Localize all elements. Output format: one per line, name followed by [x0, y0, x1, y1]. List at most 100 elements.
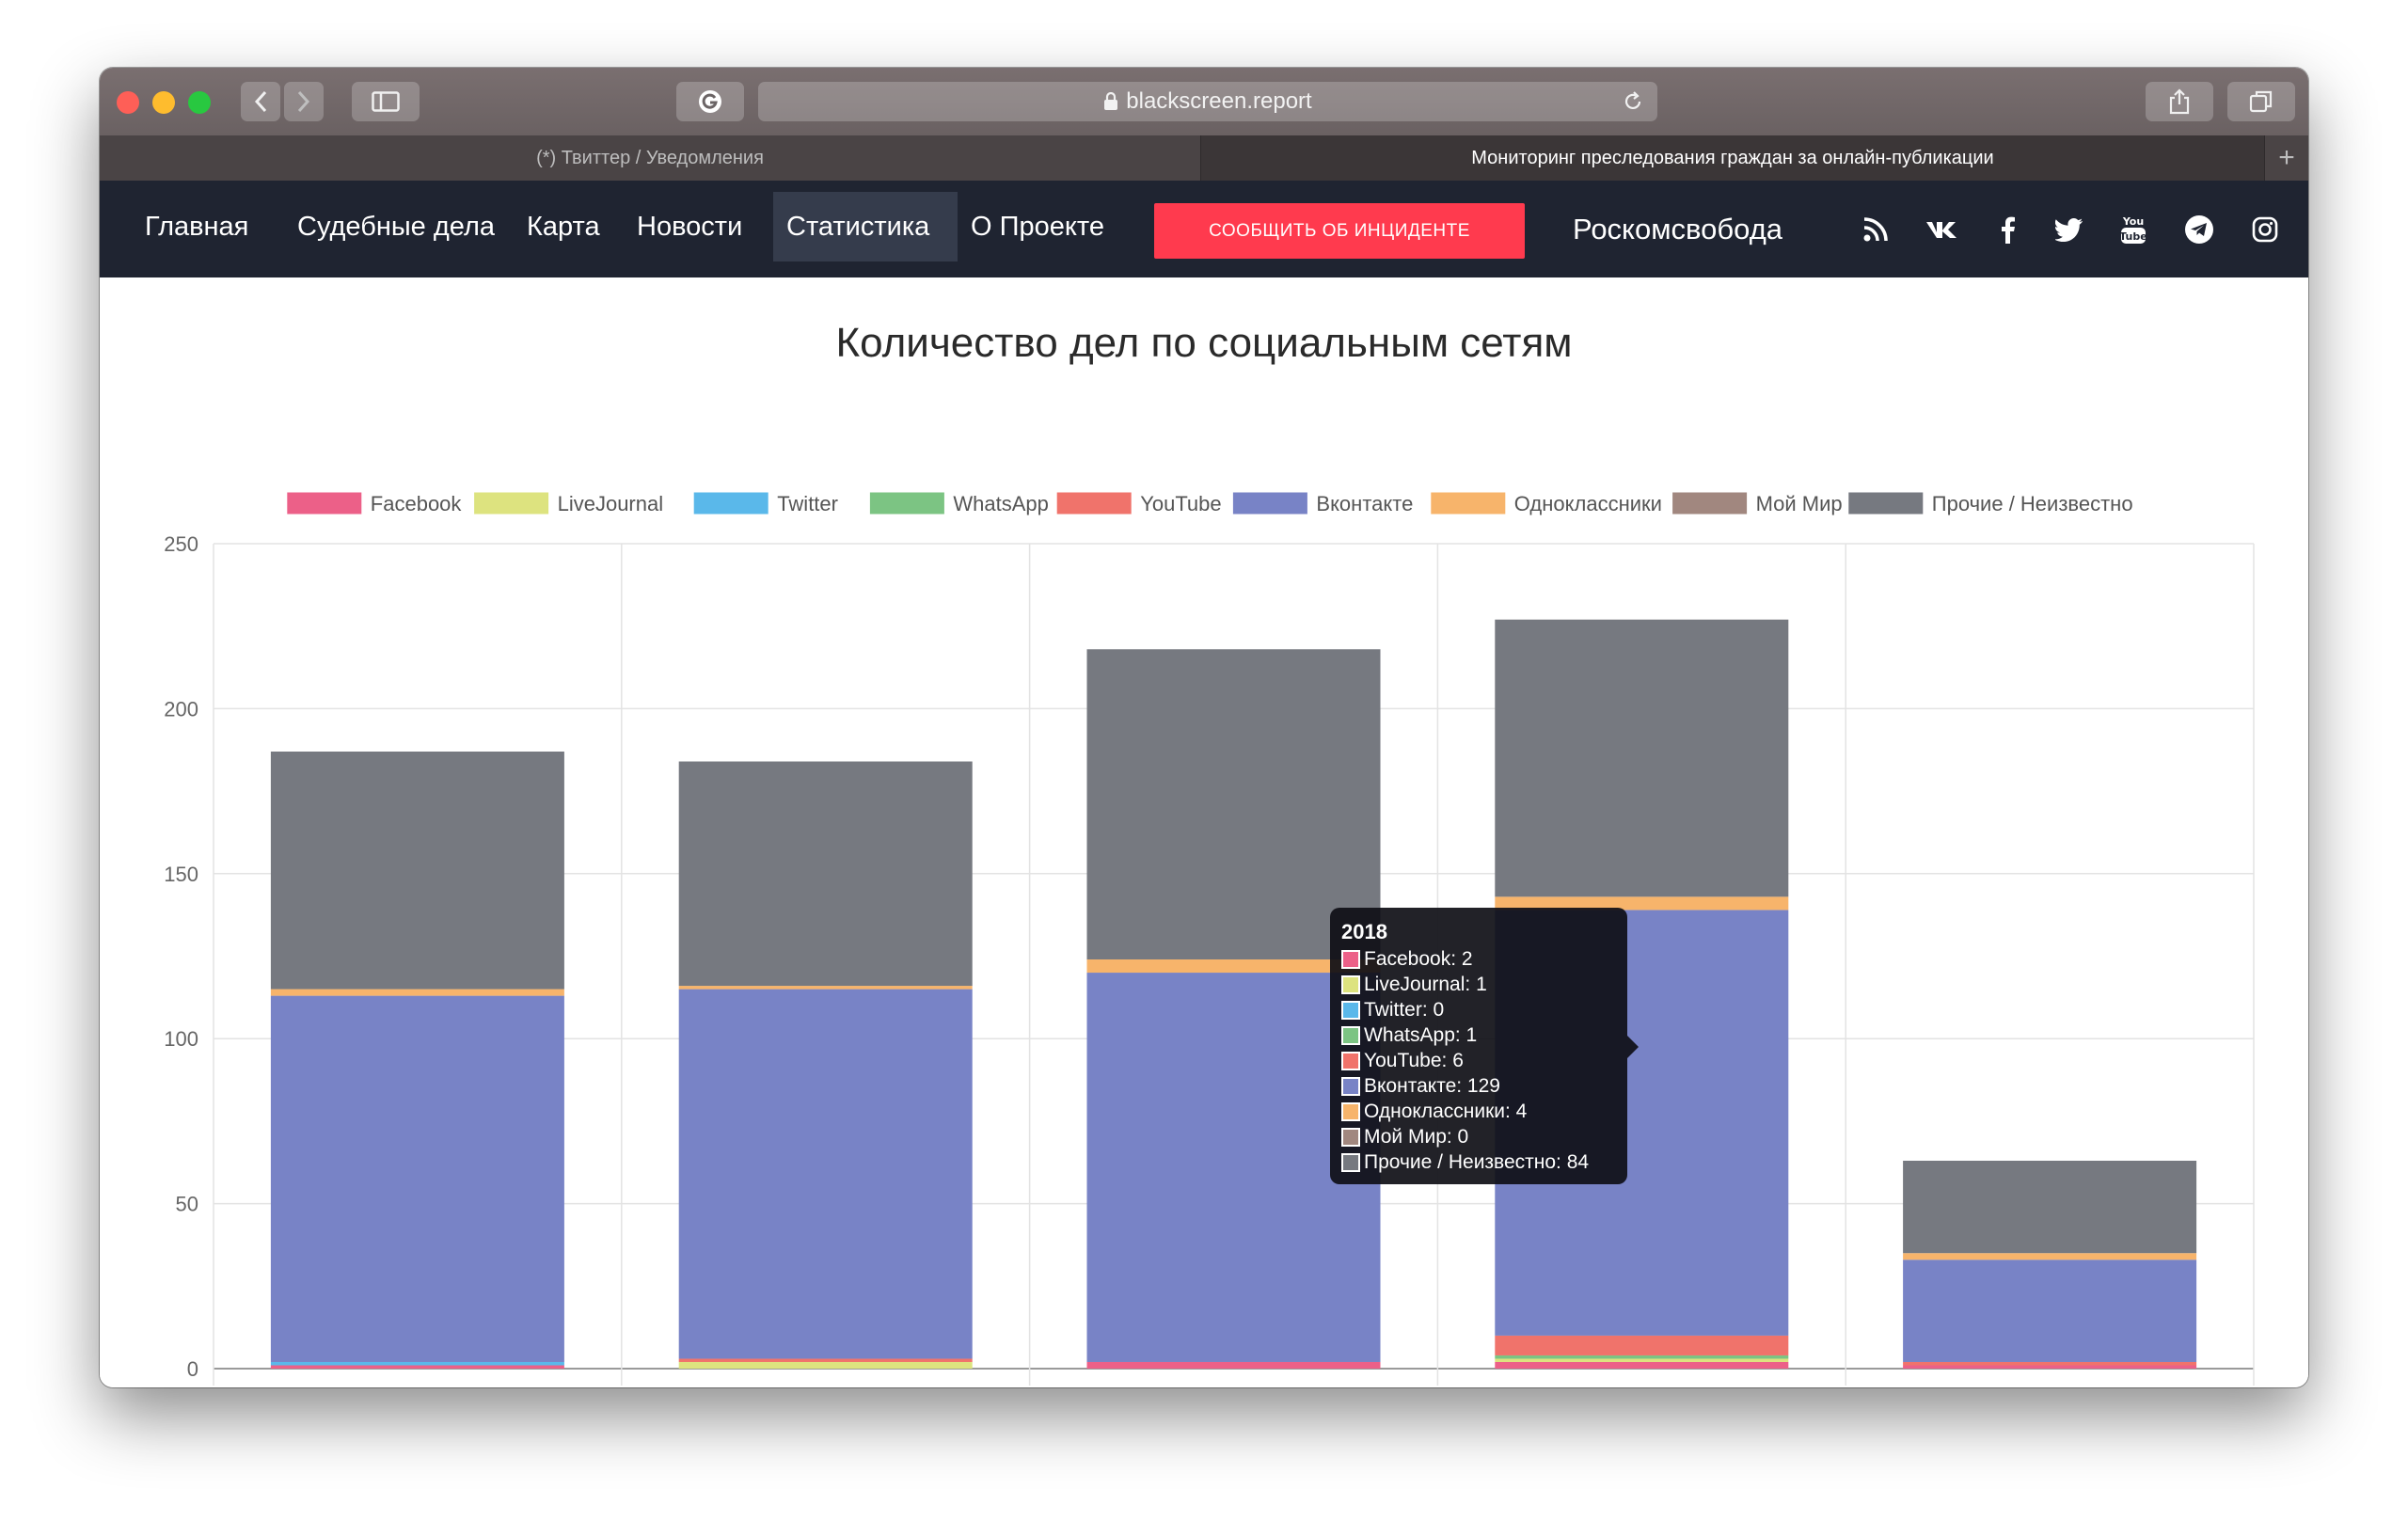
- tooltip-row: WhatsApp: 1: [1341, 1022, 1616, 1048]
- y-tick-label: 150: [164, 863, 198, 886]
- bar-segment: [1086, 959, 1381, 974]
- add-tab-button[interactable]: +: [2265, 135, 2308, 181]
- tooltip-row: Twitter: 0: [1341, 997, 1616, 1022]
- nav-label: Новости: [637, 211, 743, 242]
- sidebar-icon: [372, 91, 400, 112]
- tabs-icon: [2249, 90, 2273, 113]
- reload-icon[interactable]: [1622, 90, 1644, 113]
- legend-label: Вконтакте: [1316, 492, 1413, 515]
- twitter-link[interactable]: [2049, 209, 2090, 250]
- forward-icon: [297, 90, 310, 113]
- nav-label: Судебные дела: [297, 211, 495, 242]
- bar-segment: [270, 995, 564, 1362]
- instagram-icon: [2252, 216, 2278, 243]
- legend-swatch: [1232, 492, 1307, 515]
- legend-label: YouTube: [1140, 492, 1221, 515]
- legend-swatch: [1056, 492, 1132, 515]
- instagram-link[interactable]: [2244, 209, 2286, 250]
- add-tab-icon: +: [2278, 142, 2295, 173]
- tooltip-text: Одноклассники: 4: [1364, 1101, 1528, 1122]
- bar-segment: [1903, 1361, 2197, 1366]
- nav-item-map[interactable]: Карта: [514, 192, 613, 261]
- tooltip-swatch: [1341, 949, 1360, 969]
- tooltip-row: LiveJournal: 1: [1341, 972, 1616, 997]
- nav-item-news[interactable]: Новости: [624, 192, 755, 261]
- bar-segment: [1903, 1260, 2197, 1362]
- youtube-link[interactable]: You Tube: [2113, 209, 2154, 250]
- forward-button[interactable]: [284, 82, 324, 121]
- bar-segment: [1495, 896, 1789, 911]
- tooltip-arrow: [1627, 1036, 1639, 1058]
- tooltip-swatch: [1341, 1101, 1360, 1121]
- bar-segment: [270, 1361, 564, 1366]
- nav-label: О Проекте: [971, 211, 1104, 242]
- tab-twitter[interactable]: (*) Твиттер / Уведомления: [100, 135, 1201, 181]
- y-tick-label: 50: [176, 1193, 198, 1216]
- tab-bar: (*) Твиттер / Уведомления Мониторинг пре…: [100, 135, 2308, 181]
- tooltip-row: Мой Мир: 0: [1341, 1124, 1616, 1149]
- nav-item-court-cases[interactable]: Судебные дела: [284, 192, 508, 261]
- rss-link[interactable]: [1855, 209, 1896, 250]
- bar-segment: [1903, 1160, 2197, 1254]
- bar-segment: [1495, 1361, 1789, 1369]
- bar-segment: [678, 1361, 973, 1369]
- tab-blackscreen[interactable]: Мониторинг преследования граждан за онла…: [1201, 135, 2265, 181]
- maximize-window-button[interactable]: [188, 91, 211, 114]
- tooltip-text: Прочие / Неизвестно: 84: [1364, 1151, 1590, 1173]
- report-incident-button[interactable]: СООБЩИТЬ ОБ ИНЦИДЕНТЕ: [1154, 203, 1525, 259]
- facebook-icon: [2002, 216, 2015, 244]
- chart-tooltip: 2018 Facebook: 2 LiveJournal: 1 Twitter: 0…: [1330, 908, 1639, 1184]
- tooltip-text: Вконтакте: 129: [1364, 1075, 1500, 1097]
- brand-link[interactable]: Роскомсвобода: [1573, 213, 1783, 246]
- statistics-page: Количество дел по социальным сетям 0 50 10…: [100, 277, 2308, 1387]
- nav-item-statistics[interactable]: Статистика: [773, 192, 958, 261]
- rss-icon: [1863, 217, 1888, 242]
- close-window-button[interactable]: [117, 91, 139, 114]
- legend-label: Прочие / Неизвестно: [1932, 492, 2133, 515]
- legend-swatch: [1848, 492, 1924, 515]
- tooltip-swatch: [1341, 1152, 1360, 1172]
- legend-label: LiveJournal: [558, 492, 664, 515]
- svg-text:You: You: [2122, 215, 2144, 228]
- legend-label: Facebook: [371, 492, 463, 515]
- bar-segment: [678, 761, 973, 987]
- tooltip-text: Facebook: 2: [1364, 948, 1473, 970]
- address-bar[interactable]: blackscreen.report: [758, 82, 1657, 121]
- tooltip-text: LiveJournal: 1: [1364, 974, 1487, 995]
- tooltip-text: WhatsApp: 1: [1364, 1024, 1478, 1046]
- bar-segment: [270, 989, 564, 996]
- tabs-overview-button[interactable]: [2227, 82, 2295, 121]
- tooltip-swatch: [1341, 1000, 1360, 1020]
- legend-swatch: [287, 492, 362, 515]
- minimize-window-button[interactable]: [152, 91, 175, 114]
- legend-label: Мой Мир: [1756, 492, 1843, 515]
- sidebar-button[interactable]: [352, 82, 420, 121]
- bar-segment: [1495, 1358, 1789, 1362]
- bar-segment: [270, 752, 564, 990]
- bar-segment: [270, 1365, 564, 1369]
- facebook-link[interactable]: [1987, 209, 2028, 250]
- nav-label: Карта: [527, 211, 600, 242]
- back-button[interactable]: [241, 82, 280, 121]
- tab-label: (*) Твиттер / Уведомления: [536, 147, 764, 168]
- nav-label: Главная: [145, 211, 249, 242]
- legend-label: Twitter: [777, 492, 838, 515]
- telegram-icon: [2185, 215, 2213, 244]
- nav-item-home[interactable]: Главная: [132, 192, 261, 261]
- back-icon: [254, 90, 267, 113]
- bar-segment: [1495, 619, 1789, 897]
- bar-segment: [1903, 1253, 2197, 1260]
- y-tick-label: 200: [164, 697, 198, 721]
- telegram-link[interactable]: [2178, 209, 2220, 250]
- svg-text:Tube: Tube: [2119, 230, 2147, 243]
- y-tick-label: 250: [164, 532, 198, 556]
- tooltip-text: YouTube: 6: [1364, 1050, 1464, 1071]
- tooltip-swatch: [1341, 1025, 1360, 1045]
- share-button[interactable]: [2146, 82, 2213, 121]
- legend-swatch: [1672, 492, 1748, 515]
- bar-segment: [1086, 1361, 1381, 1369]
- vk-link[interactable]: [1921, 209, 1962, 250]
- nav-item-about[interactable]: О Проекте: [958, 192, 1117, 261]
- lock-icon: [1104, 92, 1118, 110]
- extension-button[interactable]: [676, 82, 744, 121]
